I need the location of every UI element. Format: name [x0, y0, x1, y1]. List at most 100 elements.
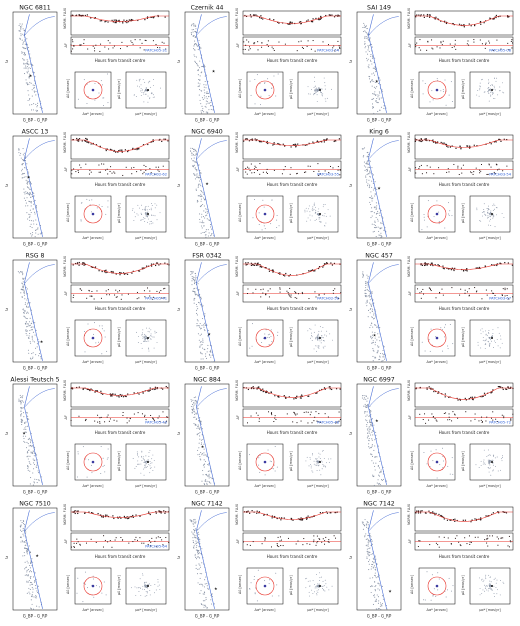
pm-star	[154, 330, 156, 332]
pm-star	[476, 207, 478, 209]
cmd-star	[194, 278, 197, 280]
cmd-star	[22, 274, 24, 276]
flux-point	[292, 144, 295, 146]
sky-star	[442, 467, 444, 469]
residual-point	[432, 48, 434, 50]
flux-point	[154, 386, 157, 388]
residual-point	[271, 46, 273, 48]
cmd-star	[205, 103, 207, 105]
cmd-star	[207, 229, 209, 231]
pm-star	[150, 335, 152, 336]
cmd-star	[200, 112, 203, 114]
cmd-star	[367, 432, 369, 434]
cmd-star	[28, 50, 30, 52]
flux-point	[253, 387, 255, 390]
cmd-star	[38, 341, 40, 343]
flux-point	[258, 17, 261, 19]
cmd-star	[25, 322, 27, 325]
cmd-star	[26, 38, 28, 40]
pm-star	[143, 456, 145, 458]
cmd-star	[36, 109, 39, 112]
cmd-star	[206, 91, 208, 93]
time-xlabel: Hours from transit centre	[439, 430, 490, 435]
residual-point	[422, 288, 424, 290]
flux-point	[311, 269, 314, 271]
cmd-star	[195, 412, 197, 414]
residual-point	[268, 411, 270, 413]
cmd-star	[25, 47, 27, 49]
pm-star	[314, 80, 316, 82]
sky-star	[103, 97, 105, 99]
flux-point	[137, 19, 139, 22]
cmd-star	[379, 340, 381, 342]
pm-star	[150, 207, 152, 209]
residual-point	[315, 411, 317, 413]
residual-point	[323, 293, 325, 295]
residual-point	[137, 412, 139, 414]
pm-star	[491, 84, 493, 86]
cluster-title: NGC 7142	[191, 501, 223, 508]
cmd-star	[191, 280, 193, 282]
cmd-star	[371, 322, 373, 324]
cmd-star	[203, 593, 205, 595]
flux-point	[323, 263, 326, 265]
flux-point	[301, 394, 303, 396]
sky-star	[91, 199, 93, 201]
pm-star	[316, 218, 317, 220]
flux-point	[137, 270, 140, 272]
residual-point	[144, 414, 146, 416]
residual-point	[478, 420, 480, 422]
residual-point	[501, 294, 503, 296]
cmd-star	[20, 271, 22, 273]
flux-point	[76, 386, 78, 389]
pm-star	[141, 460, 143, 462]
residual-point	[317, 163, 319, 165]
residual-point	[119, 48, 121, 50]
cmd-star	[201, 66, 203, 68]
residual-point	[121, 539, 123, 541]
pm-star	[324, 98, 326, 100]
residual-point	[288, 293, 290, 295]
pm-star	[313, 87, 315, 88]
pm-star	[307, 330, 309, 332]
cmd-xlabel: G_BP - G_RP	[23, 490, 48, 495]
cmd-star	[198, 174, 200, 176]
target-star: ★	[35, 553, 39, 558]
cmd-star	[370, 308, 372, 310]
cmd-star	[22, 533, 24, 535]
cmd-star	[31, 235, 33, 237]
flux-ylabel: NORM. FLUX	[235, 7, 239, 29]
cmd-star	[375, 216, 377, 219]
cmd-star	[18, 398, 20, 400]
flux-point	[329, 512, 331, 514]
cmd-star	[201, 220, 204, 222]
pm-star	[151, 220, 153, 222]
cmd-star	[367, 404, 369, 406]
cmd-star	[380, 469, 382, 471]
isochrone-line	[368, 262, 387, 361]
residual-points	[70, 411, 168, 424]
cmd-star	[28, 177, 31, 179]
flux-point	[325, 263, 327, 265]
residual-point	[318, 294, 320, 296]
cmd-star	[201, 480, 203, 482]
cmd-star	[21, 174, 23, 176]
flux-point	[158, 510, 161, 512]
cmd-star	[370, 54, 372, 56]
pm-xlabel: μα* [mas/yr]	[479, 236, 501, 240]
pm-star	[135, 96, 137, 98]
cmd-star	[200, 296, 202, 298]
cmd-star	[20, 25, 22, 28]
cmd-star	[205, 211, 207, 213]
residual-point	[85, 418, 87, 420]
cmd-ylabel: G	[177, 308, 181, 311]
cmd-star	[377, 445, 379, 447]
flux-point	[326, 138, 328, 140]
flux-point	[300, 397, 302, 399]
cmd-star	[201, 583, 203, 585]
pm-star	[149, 472, 151, 474]
cmd-star	[26, 288, 28, 290]
cmd-star	[199, 431, 201, 434]
sky-star	[106, 458, 108, 460]
flux-point	[92, 142, 94, 145]
